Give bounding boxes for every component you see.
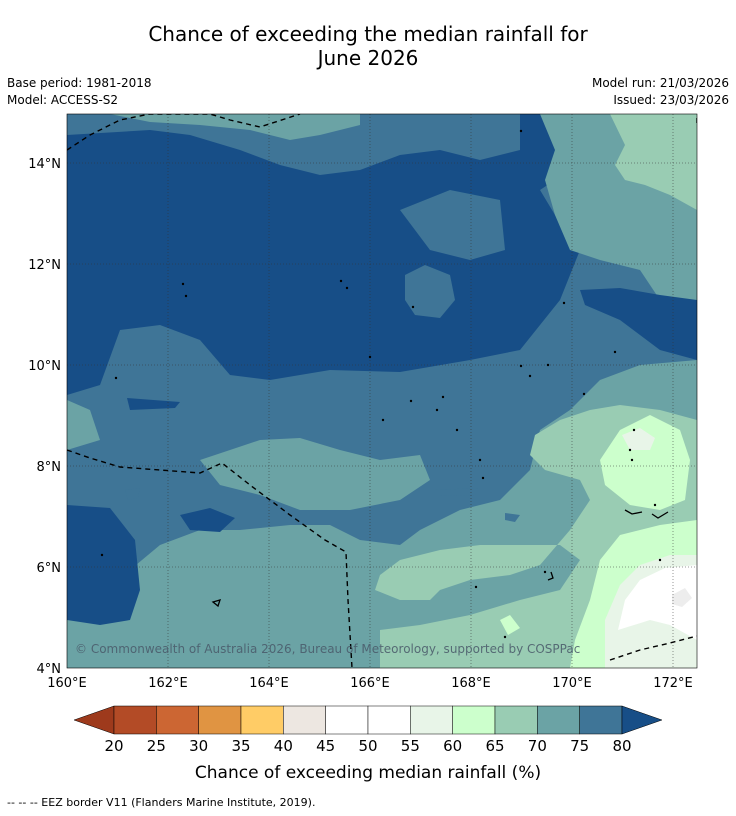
colorbar-tick-label: 30 (189, 737, 208, 755)
blob-dark-3 (67, 505, 140, 625)
y-tick-label: 14°N (28, 157, 61, 172)
colorbar-segment (410, 705, 453, 735)
colorbar-segment (156, 705, 199, 735)
x-tick-label: 162°E (148, 676, 188, 691)
contour-band-70-75-topleft (110, 114, 360, 140)
map-title-line2: June 2026 (317, 46, 419, 70)
colorbar-segment (325, 705, 369, 735)
x-tick-label: 164°E (249, 676, 289, 691)
colorbar-tick-label: 65 (485, 737, 504, 755)
x-tick-label: 160°E (47, 676, 87, 691)
colorbar-tick-label: 70 (528, 737, 547, 755)
blob-dark-6 (505, 513, 520, 522)
contour-band-60-65 (600, 415, 690, 510)
blob-dark-4 (580, 288, 697, 360)
colorbar-segment (198, 705, 242, 735)
blob-dark-2 (180, 508, 235, 532)
colorbar-segment (240, 705, 284, 735)
colorbar-arrow-low (73, 705, 115, 735)
colorbar-tick-label: 60 (443, 737, 462, 755)
meta-right: Model run: 21/03/2026 Issued: 23/03/2026 (592, 75, 729, 109)
y-axis: 14°N 12°N 10°N 8°N 6°N 4°N (28, 157, 61, 677)
meta-left: Base period: 1981-2018 Model: ACCESS-S2 (7, 75, 152, 109)
colorbar-tick-label: 35 (231, 737, 250, 755)
contour-band-70-75-center (200, 438, 430, 510)
footer-note: -- -- -- EEZ border V11 (Flanders Marine… (7, 796, 316, 809)
contour-band-75-80-top (67, 114, 520, 175)
colorbar-arrow-high (621, 705, 663, 735)
atolls (211, 509, 669, 608)
y-tick-label: 6°N (37, 561, 62, 576)
colorbar-segment (537, 705, 580, 735)
contour-band-60-65-small (500, 615, 520, 635)
contour-band-65-70-east (610, 114, 697, 210)
colorbar-tick-label: 40 (274, 737, 293, 755)
x-tick-label: 168°E (451, 676, 491, 691)
contour-band-75-80-mid (400, 190, 505, 260)
colorbar-tick-label: 25 (147, 737, 166, 755)
contour-band-55-60-north (622, 428, 655, 450)
map-plot-area: © Commonwealth of Australia 2026, Bureau… (67, 114, 697, 668)
x-axis: 160°E 162°E 164°E 166°E 168°E 170°E 172°… (47, 676, 693, 691)
colorbar-segment (452, 705, 496, 735)
plot-frame (66, 113, 698, 669)
issued-date: Issued: 23/03/2026 (613, 93, 729, 107)
x-tick-label: 172°E (653, 676, 693, 691)
base-period: Base period: 1981-2018 (7, 76, 152, 90)
y-tick-label: 8°N (37, 460, 62, 475)
colorbar-segment (113, 705, 157, 735)
gridlines (67, 114, 697, 668)
colorbar-tick-label: 75 (570, 737, 589, 755)
contour-band-45-50 (672, 588, 692, 607)
colorbar-segment (579, 705, 623, 735)
islands (100, 129, 662, 639)
map-title-line1: Chance of exceeding the median rainfall … (148, 22, 588, 46)
colorbar-tick-label: 80 (612, 737, 631, 755)
colorbar-title: Chance of exceeding median rainfall (%) (195, 763, 541, 783)
x-tick-label: 170°E (552, 676, 592, 691)
model-name: Model: ACCESS-S2 (7, 93, 119, 107)
colorbar-tick-label: 55 (401, 737, 420, 755)
blob-dark-7 (125, 488, 140, 500)
x-tick-label: 166°E (350, 676, 390, 691)
contour-band-70-75-left (67, 400, 100, 450)
blob-dark-1 (127, 398, 180, 410)
y-tick-label: 10°N (28, 359, 61, 374)
blob-dark-5 (435, 488, 478, 496)
model-run: Model run: 21/03/2026 (591, 76, 729, 90)
contour-band-75-80-blob (405, 265, 455, 318)
contour-band-50-55 (618, 565, 697, 640)
map-title: Chance of exceeding the median rainfall … (0, 22, 736, 70)
eez-borders (67, 114, 697, 668)
colorbar-tick-label: 20 (104, 737, 123, 755)
copyright-text: © Commonwealth of Australia 2026, Bureau… (75, 642, 580, 656)
colorbar: 20 25 30 35 40 45 50 55 60 65 70 75 80 (73, 705, 663, 755)
colorbar-tick-label: 50 (358, 737, 377, 755)
colorbar-segment (283, 705, 326, 735)
colorbar-tick-label: 45 (316, 737, 335, 755)
colorbar-segment (494, 705, 538, 735)
y-tick-label: 4°N (37, 662, 62, 677)
y-tick-label: 12°N (28, 258, 61, 273)
colorbar-segment (367, 705, 411, 735)
